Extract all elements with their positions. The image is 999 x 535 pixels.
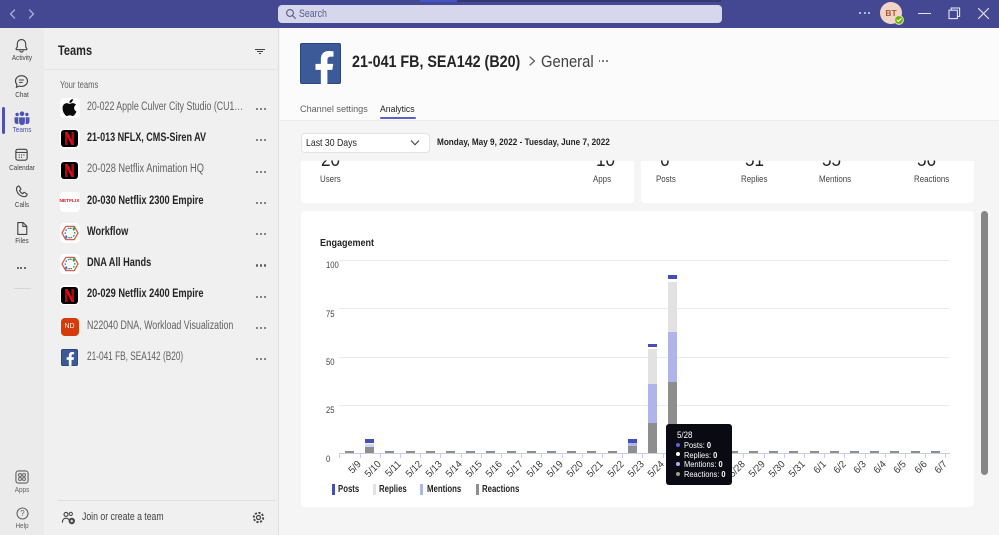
svg-text:?: ? — [20, 509, 25, 518]
